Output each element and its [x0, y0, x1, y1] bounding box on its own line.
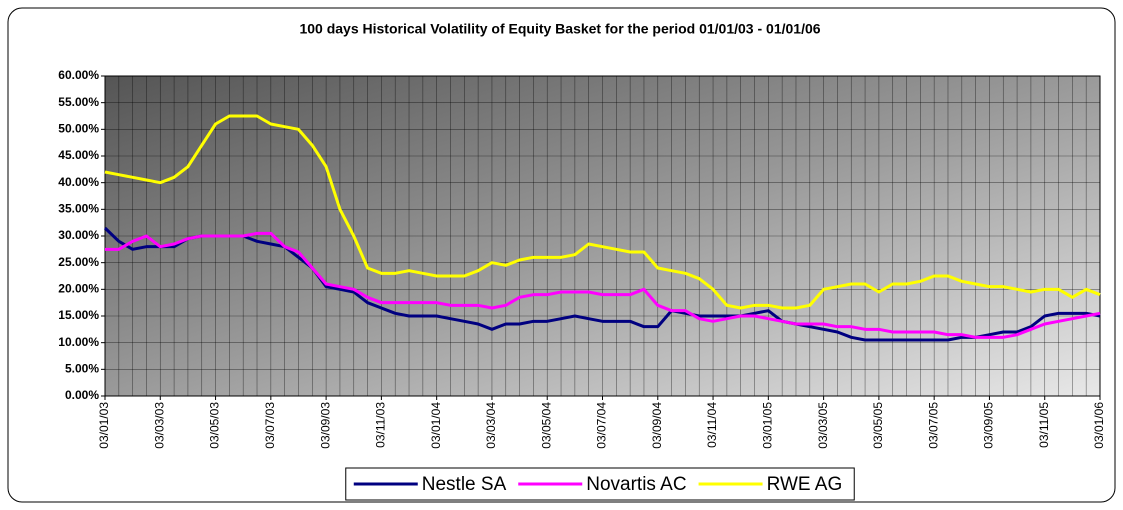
y-tick-label: 45.00%: [58, 148, 99, 162]
y-tick-label: 40.00%: [58, 175, 99, 189]
x-tick-label: 03/09/04: [650, 402, 664, 449]
x-tick-label: 03/05/05: [871, 402, 885, 449]
series-line: [104, 114, 1101, 310]
x-tick-label: 03/03/04: [484, 402, 498, 449]
y-tick-label: 10.00%: [58, 335, 99, 349]
chart-title: 100 days Historical Volatility of Equity…: [299, 21, 820, 37]
x-tick-label: 03/05/04: [539, 402, 553, 449]
y-tick-label: 30.00%: [58, 228, 99, 242]
y-tick-label: 60.00%: [58, 68, 99, 82]
y-tick-label: 0.00%: [65, 388, 99, 402]
x-tick-label: 03/01/06: [1092, 402, 1106, 449]
x-tick-label: 03/01/05: [761, 402, 775, 449]
series-line: [105, 231, 1101, 339]
y-tick-label: 35.00%: [58, 202, 99, 216]
x-tick-label: 03/11/04: [705, 402, 719, 448]
x-tick-label: 03/03/03: [152, 402, 166, 449]
legend-box: [345, 467, 855, 501]
y-tick-label: 55.00%: [58, 95, 99, 109]
legend-label: RWE AG: [767, 474, 843, 495]
x-tick-label: 03/03/05: [816, 402, 830, 449]
y-tick-label: 50.00%: [58, 122, 99, 136]
y-tick-label: 15.00%: [58, 308, 99, 322]
y-tick-label: 25.00%: [58, 255, 99, 269]
series-line: [103, 226, 1101, 342]
x-tick-label: 03/07/03: [263, 402, 277, 449]
x-tick-label: 03/01/03: [97, 402, 111, 449]
x-tick-label: 03/07/05: [926, 402, 940, 449]
legend: Nestle SA Novartis AC RWE AG: [345, 467, 855, 501]
legend-label: Nestle SA: [422, 474, 507, 495]
y-tick-label: 5.00%: [65, 362, 99, 376]
x-tick-label: 03/11/03: [374, 402, 388, 448]
x-tick-label: 03/11/05: [1037, 402, 1051, 448]
x-tick-label: 03/07/04: [595, 402, 609, 449]
x-tick-label: 03/05/03: [208, 402, 222, 449]
x-tick-label: 03/01/04: [429, 402, 443, 449]
x-tick-label: 03/09/03: [318, 402, 332, 449]
legend-label: Novartis AC: [586, 474, 686, 495]
y-tick-label: 20.00%: [58, 282, 99, 296]
x-tick-label: 03/09/05: [982, 402, 996, 449]
